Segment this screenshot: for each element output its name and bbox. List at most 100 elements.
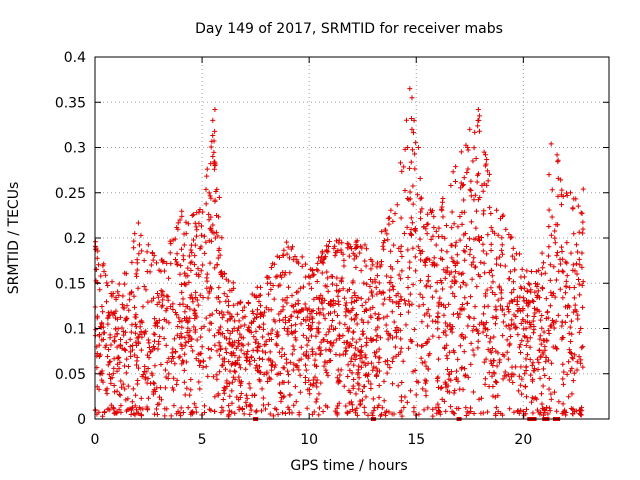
data-point: [403, 117, 409, 123]
data-point: [328, 298, 334, 304]
data-point: [96, 332, 102, 338]
data-point: [409, 126, 415, 132]
data-point: [506, 342, 512, 348]
data-point: [306, 273, 312, 279]
data-point: [412, 151, 418, 157]
data-point: [208, 214, 214, 220]
data-point: [345, 288, 351, 294]
data-point: [179, 208, 185, 214]
data-point: [285, 331, 291, 337]
data-point: [143, 369, 149, 375]
data-point: [135, 365, 141, 371]
data-point: [417, 291, 423, 297]
data-point: [554, 408, 560, 414]
data-point: [324, 370, 330, 376]
data-point: [548, 141, 554, 147]
data-point: [259, 311, 265, 317]
data-point: [535, 288, 541, 294]
data-point: [564, 193, 570, 199]
data-point: [188, 268, 194, 274]
data-point: [485, 346, 491, 352]
data-point: [259, 408, 265, 414]
data-point: [357, 250, 363, 256]
data-point: [452, 269, 458, 275]
data-point: [194, 227, 200, 233]
data-point: [569, 355, 575, 361]
data-point: [448, 369, 454, 375]
y-tick-label: 0.1: [64, 322, 86, 338]
data-point: [105, 362, 111, 368]
data-point: [118, 336, 124, 342]
data-point: [372, 350, 378, 356]
data-point: [471, 411, 477, 417]
data-point: [553, 222, 559, 228]
data-point: [534, 306, 540, 312]
data-point: [223, 346, 229, 352]
data-point: [202, 250, 208, 256]
data-point: [484, 156, 490, 162]
data-point: [244, 396, 250, 402]
data-point: [348, 316, 354, 322]
data-point: [251, 357, 257, 363]
data-point: [215, 391, 221, 397]
data-point: [93, 278, 99, 284]
data-point: [451, 349, 457, 355]
data-point: [201, 358, 207, 364]
data-point: [478, 259, 484, 265]
data-point: [506, 309, 512, 315]
data-point: [204, 271, 210, 277]
data-point: [567, 368, 573, 374]
data-point: [260, 348, 266, 354]
data-point: [302, 380, 308, 386]
data-point: [107, 407, 113, 413]
data-point: [182, 335, 188, 341]
data-point: [468, 219, 474, 225]
data-point: [203, 239, 209, 245]
data-point: [216, 214, 222, 220]
data-point: [103, 272, 109, 278]
data-point: [450, 169, 456, 175]
data-point: [372, 311, 378, 317]
data-point: [499, 247, 505, 253]
data-point: [485, 232, 491, 238]
data-point: [179, 289, 185, 295]
data-point: [566, 394, 572, 400]
data-point: [167, 250, 173, 256]
data-point: [552, 240, 558, 246]
data-point: [493, 315, 499, 321]
data-point: [578, 210, 584, 216]
data-point: [229, 388, 235, 394]
data-point: [394, 324, 400, 330]
data-point: [204, 173, 210, 179]
data-point: [407, 165, 413, 171]
data-point: [284, 295, 290, 301]
data-point: [462, 373, 468, 379]
y-tick-label: 0.3: [64, 141, 86, 157]
data-point: [407, 196, 413, 202]
data-point: [253, 337, 259, 343]
data-point: [146, 340, 152, 346]
data-point: [280, 304, 286, 310]
data-point: [219, 363, 225, 369]
data-point: [576, 277, 582, 283]
data-point: [268, 331, 274, 337]
data-point: [148, 348, 154, 354]
data-point: [391, 242, 397, 248]
data-point: [205, 295, 211, 301]
data-point: [546, 244, 552, 250]
data-point: [167, 238, 173, 244]
data-point: [185, 318, 191, 324]
data-point: [540, 265, 546, 271]
data-point: [111, 406, 117, 412]
data-point: [260, 334, 266, 340]
data-point: [359, 303, 365, 309]
data-point: [412, 368, 418, 374]
data-point: [467, 247, 473, 253]
data-point: [554, 346, 560, 352]
data-point: [221, 270, 227, 276]
data-point: [348, 359, 354, 365]
data-point: [507, 406, 513, 412]
data-point: [174, 312, 180, 318]
data-point: [291, 402, 297, 408]
data-point: [471, 145, 477, 151]
